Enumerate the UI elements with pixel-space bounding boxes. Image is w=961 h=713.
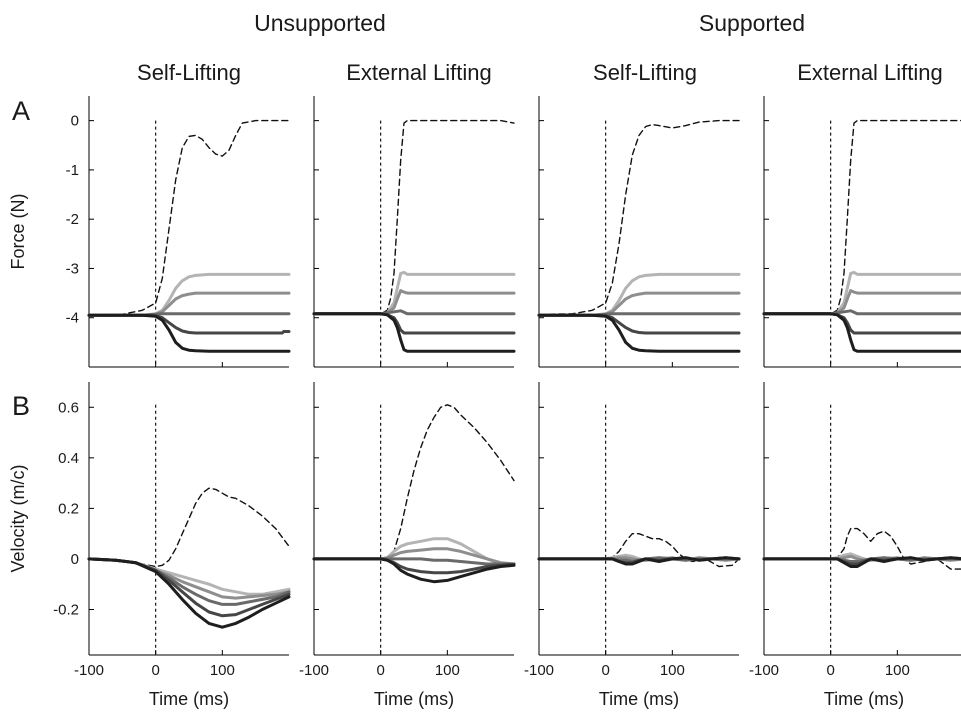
panel-b-2-x-axis-label: Time (ms) [374,689,454,709]
panel-b-1-y-tick-label: 0 [71,551,79,568]
panel-b-3-x-tick-label: -100 [524,662,554,679]
panel-b-1-x-axis-label: Time (ms) [149,689,229,709]
panel-a-1-trace-4 [87,313,291,335]
column-title-self-lifting-supported: Self-Lifting [593,60,697,85]
panel-letter-b: B [12,391,30,421]
panel-b-2-trace-2 [312,547,516,566]
panel-a-3-trace-2 [537,291,741,317]
panel-b-3-dashed-trace [538,533,740,568]
panel-a-1-y-tick-label: -3 [66,260,79,277]
column-title-external-lifting-unsupported: External Lifting [346,60,492,85]
panel-b-1-trace-5 [87,557,291,629]
panel-a-1-y-axis-label: Force (N) [8,194,28,270]
panel-b-4-x-tick-label: -100 [749,662,779,679]
panel-a-2-trace-4 [312,312,516,335]
panel-b-4: -100 0 100 Time (ms) [749,382,961,709]
panel-b-2-x-tick-label: 100 [435,662,460,679]
panel-b-2: -100 0 100 Time (ms) [299,382,516,709]
group-title-supported: Supported [699,10,805,36]
panel-b-3-x-tick-label: 0 [601,662,609,679]
panel-a-1-y-tick-label: -1 [66,162,79,179]
panel-a-2-trace-5 [312,312,516,353]
panel-a-4-trace-5 [762,312,961,353]
panel-b-2-x-tick-label: 0 [376,662,384,679]
panel-a-3-trace-4 [537,313,741,335]
panel-b-1: 0.6 0.4 0.2 0 -0.2 -100 0 100 Velocity (m/c) Time… [8,382,291,709]
panel-b-3-x-tick-label: 100 [660,662,685,679]
column-title-self-lifting-unsupported: Self-Lifting [137,60,241,85]
panel-a-2 [312,96,516,368]
panels: 0 -1 -2 -3 -4 Force (N) 0.6 0.4 0.2 0 -0.2 -100 0 100… [8,96,961,709]
panel-b-3-x-axis-label: Time (ms) [599,689,679,709]
panel-b-4-x-tick-label: 0 [826,662,834,679]
panel-b-1-y-tick-label: 0.2 [58,500,79,517]
panel-b-1-x-tick-label: -100 [74,662,104,679]
panel-b-3-trace-5 [537,556,741,566]
panel-a-3-trace-5 [537,313,741,353]
panel-b-2-x-tick-label: -100 [299,662,329,679]
panel-b-4-x-tick-label: 100 [885,662,910,679]
panel-a-4 [762,96,961,368]
panel-b-2-trace-5 [312,557,516,584]
panel-b-1-y-tick-label: -0.2 [53,602,79,619]
panel-a-4-trace-4 [762,312,961,335]
panel-b-3: -100 0 100 Time (ms) [524,382,741,709]
panel-a-1: 0 -1 -2 -3 -4 Force (N) [8,96,291,368]
panel-a-3 [537,96,741,368]
panel-a-1-y-tick-label: -2 [66,211,79,228]
panel-a-1-trace-2 [87,291,291,317]
panel-b-1-y-tick-label: 0.6 [58,399,79,416]
panel-a-2-trace-2 [312,289,516,316]
panel-b-4-x-axis-label: Time (ms) [824,689,904,709]
panel-b-1-x-tick-label: 100 [210,662,235,679]
panel-a-2-dashed-trace [313,119,515,315]
panel-b-1-x-tick-label: 0 [151,662,159,679]
column-title-external-lifting-supported: External Lifting [797,60,943,85]
panel-letter-a: A [12,96,30,126]
group-title-unsupported: Unsupported [254,10,386,36]
panel-a-1-trace-5 [87,313,291,353]
panel-a-4-trace-2 [762,289,961,316]
panel-a-1-y-tick-label: 0 [71,113,79,130]
panel-a-3-dashed-trace [538,119,740,315]
panel-b-1-y-axis-label: Velocity (m/c) [8,464,28,572]
panel-a-1-dashed-trace [88,119,290,316]
panel-b-4-trace-5 [762,556,961,568]
panel-a-1-y-tick-label: -4 [66,310,79,327]
panel-b-1-dashed-trace [88,487,290,568]
panel-b-2-dashed-trace [313,404,515,560]
panel-b-1-y-tick-label: 0.4 [58,450,79,467]
panel-b-2-trace-3 [312,557,516,566]
panel-a-4-dashed-trace [763,119,961,315]
